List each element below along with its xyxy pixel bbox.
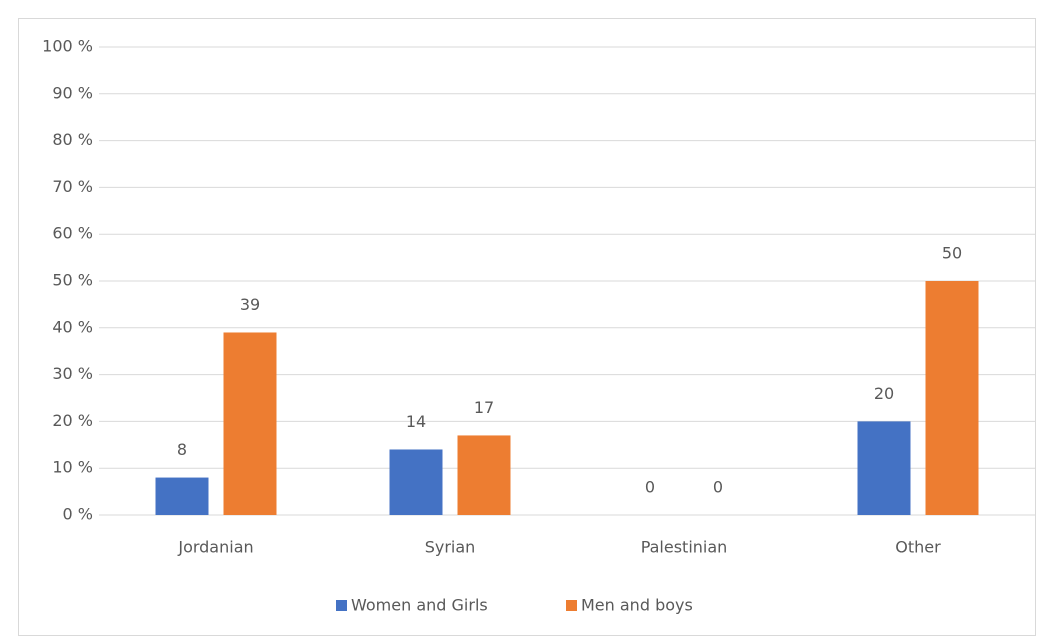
data-label: 50 <box>942 244 962 263</box>
y-tick-label: 40 % <box>52 317 93 336</box>
legend-label: Women and Girls <box>351 596 488 615</box>
y-tick-label: 10 % <box>52 458 93 477</box>
y-tick-label: 30 % <box>52 364 93 383</box>
legend-label: Men and boys <box>581 596 693 615</box>
y-tick-label: 60 % <box>52 224 93 243</box>
data-label: 17 <box>474 398 494 417</box>
bar <box>155 477 209 515</box>
data-label: 14 <box>406 412 426 431</box>
x-tick-label: Syrian <box>425 538 476 557</box>
bar <box>925 281 979 515</box>
y-tick-label: 0 % <box>63 505 93 524</box>
data-label: 0 <box>645 478 655 497</box>
chart-border <box>18 18 1036 636</box>
data-label: 20 <box>874 384 894 403</box>
x-tick-label: Other <box>895 538 941 557</box>
bar <box>857 421 911 515</box>
data-label: 39 <box>240 295 260 314</box>
legend-swatch <box>336 600 347 611</box>
bar <box>457 435 511 515</box>
x-tick-label: Palestinian <box>641 538 728 557</box>
data-label: 0 <box>713 478 723 497</box>
y-tick-label: 90 % <box>52 83 93 102</box>
y-tick-label: 20 % <box>52 411 93 430</box>
bar <box>223 332 277 515</box>
x-tick-label: Jordanian <box>177 538 253 557</box>
legend-swatch <box>566 600 577 611</box>
y-tick-label: 100 % <box>42 37 93 56</box>
bar <box>389 449 443 515</box>
data-label: 8 <box>177 440 187 459</box>
y-tick-label: 80 % <box>52 130 93 149</box>
y-tick-label: 70 % <box>52 177 93 196</box>
y-tick-label: 50 % <box>52 271 93 290</box>
